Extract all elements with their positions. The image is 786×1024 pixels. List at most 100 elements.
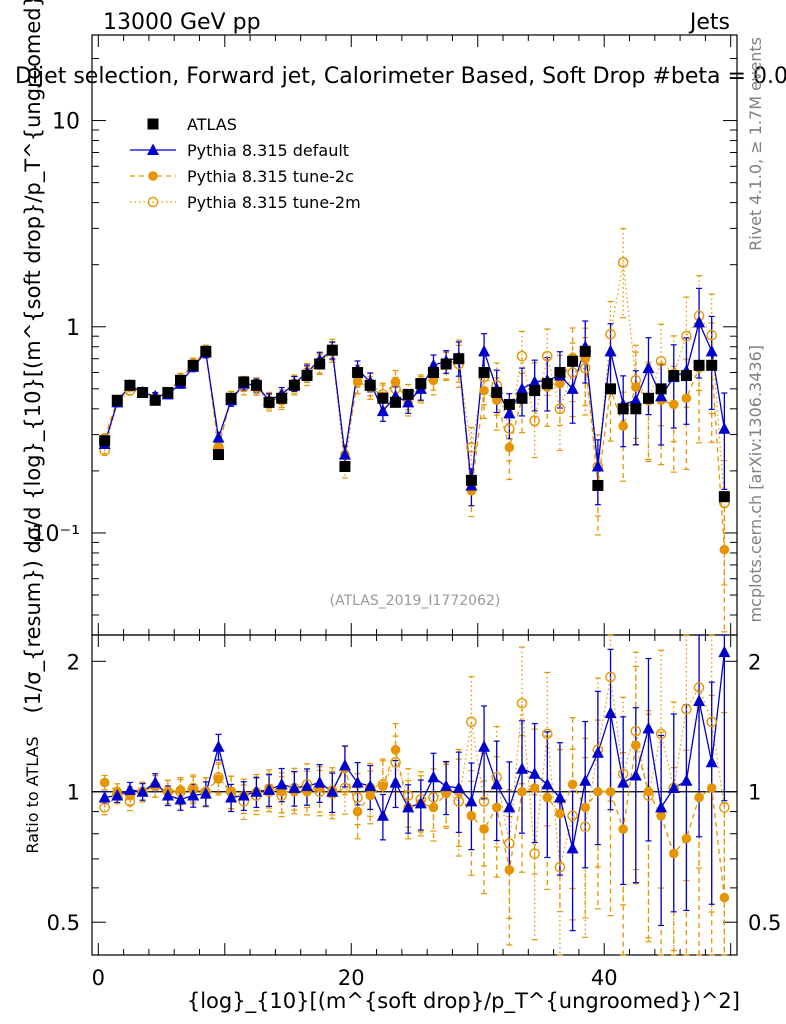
energy-label: 13000 GeV pp (103, 10, 261, 35)
pythia-8-315-tune-2c-ratio-point (605, 786, 616, 797)
pythia-8-315-tune-2m-ratio-line (104, 676, 725, 868)
y-tick-label: 10 (52, 110, 80, 135)
atlas-point (200, 345, 212, 357)
pythia-8-315-tune-2c-point (681, 393, 692, 404)
pythia-8-315-tune-2c-ratio-point (428, 802, 439, 813)
atlas-point (453, 353, 465, 365)
pythia-8-315-tune-2m-point (579, 362, 591, 374)
pythia-8-315-default-ratio-point (263, 783, 276, 795)
pythia-8-315-default-ratio-point (591, 746, 604, 758)
pythia-8-315-default-point (655, 389, 668, 402)
pythia-8-315-default-ratio-point (389, 776, 402, 788)
atlas-point (415, 378, 427, 390)
pythia-8-315-default-ratio-point (326, 785, 339, 797)
pythia-8-315-default-ratio-point (452, 781, 465, 794)
pythia-8-315-tune-2m-ratio-point (390, 756, 401, 768)
pythia-8-315-default-point (376, 404, 389, 417)
pythia-8-315-default-ratio-point (250, 785, 263, 797)
atlas-point (706, 359, 718, 371)
pythia-8-315-default-ratio-point (553, 790, 566, 803)
pythia-8-315-default-point (402, 395, 415, 408)
legend-label-atlas: ATLAS (187, 115, 237, 134)
pythia-8-315-tune-2c-ratio-point (542, 792, 553, 803)
y-tick-label: 1 (66, 316, 80, 341)
pythia-8-315-default-ratio-point (566, 841, 579, 854)
atlas-point (364, 379, 376, 391)
pythia-8-315-default-line (103, 320, 726, 486)
pythia-8-315-default-ratio-point (149, 776, 162, 788)
atlas-point (111, 394, 123, 406)
atlas-point (567, 355, 579, 367)
atlas-point (175, 374, 187, 386)
pythia-8-315-tune-2c-ratio-point (390, 744, 401, 755)
atlas-point (617, 403, 629, 415)
x-tick-label: 20 (338, 966, 365, 990)
pythia-8-315-default-ratio-point (301, 779, 313, 792)
atlas-point (630, 403, 642, 415)
ratio-tick-label-right: 0.5 (748, 911, 781, 935)
atlas-point (377, 392, 389, 404)
x-axis-title: {log}_{10}[(m^{soft drop}/p_T^{ungroomed… (187, 989, 740, 1014)
pythia-8-315-default-point (629, 393, 642, 406)
pythia-8-315-tune-2c-ratio-point (479, 824, 489, 834)
legend: ATLAS Pythia 8.315 default Pythia 8.315 tu… (130, 115, 361, 212)
pythia-8-315-default-point (503, 406, 516, 419)
pythia-8-315-default-ratio-line (104, 652, 726, 849)
pythia-8-315-tune-2c-point (631, 382, 641, 392)
pythia-8-315-tune-2m-point (516, 350, 528, 362)
pythia-8-315-tune-2c-point (555, 378, 565, 389)
pythia-8-315-tune-2m-point (466, 442, 477, 453)
pythia-8-315-tune-2m-ratio-point (466, 716, 477, 728)
pythia-8-315-default-ratio-point (123, 783, 136, 795)
pythia-8-315-default-ratio-point (288, 781, 301, 794)
pythia-8-315-default-ratio-point (275, 777, 288, 790)
atlas-point (288, 379, 300, 391)
atlas-point (326, 344, 338, 356)
pythia-8-315-default-ratio-point (629, 769, 642, 781)
pythia-8-315-default-ratio-point (465, 794, 478, 807)
pythia-8-315-default-ratio-point (617, 776, 630, 788)
pythia-8-315-tune-2c-ratio-point (365, 790, 376, 801)
ratio-tick-label-left: 1 (67, 781, 80, 805)
x-tick-label: 0 (92, 966, 105, 990)
atlas-point (212, 449, 224, 461)
pythia-8-315-tune-2m-ratio-point (655, 728, 667, 740)
pythia-8-315-tune-2m-ratio-point (402, 790, 414, 801)
pythia-8-315-default-ratio-point (111, 789, 124, 801)
pythia-8-315-tune-2m-ratio-point (339, 782, 351, 794)
pythia-8-315-tune-2c-ratio-point (656, 811, 666, 821)
pythia-8-315-tune-2c-ratio-point (593, 786, 603, 797)
ratio-tick-label-right: 1 (748, 781, 761, 805)
pythia-8-315-tune-2m-ratio-point (579, 821, 591, 833)
pythia-8-315-tune-2c-ratio-point (618, 824, 628, 834)
pythia-8-315-tune-2c-ratio-point (567, 779, 578, 790)
pythia-8-315-default-point (705, 344, 718, 357)
ratio-panel (91, 634, 738, 956)
pythia-8-315-default-ratio-point (98, 790, 111, 803)
pythia-8-315-tune-2c-ratio-point (631, 740, 641, 751)
pythia-8-315-default-point (718, 422, 731, 434)
pythia-8-315-default-ratio-point (402, 800, 415, 813)
pythia-8-315-tune-2m-point (554, 403, 566, 415)
pythia-8-315-tune-2c-point (479, 385, 489, 396)
pythia-8-315-default-ratio-point (174, 792, 187, 805)
atlas-point (339, 461, 351, 473)
pythia-8-315-tune-2c-point (390, 377, 401, 387)
pythia-8-315-default-ratio-point (313, 776, 326, 788)
pythia-8-315-tune-2m-ratio-point (693, 682, 705, 693)
atlas-point (427, 367, 439, 379)
pythia-8-315-tune-2m-ratio-point (428, 792, 439, 803)
atlas-point (390, 396, 402, 408)
atlas-point (238, 376, 250, 388)
pythia-8-315-tune-2m-point (605, 328, 616, 340)
pythia-8-315-default-point (642, 361, 655, 374)
atlas-point (137, 386, 149, 398)
atlas-point (440, 358, 452, 370)
pythia-8-315-default-ratio-point (693, 694, 706, 706)
pythia-8-315-tune-2m-point (541, 350, 553, 362)
pythia-8-315-tune-2c-ratio-point (668, 848, 679, 859)
pythia-8-315-default-ratio-point (376, 809, 389, 821)
legend-marker-pythia-8-315-tune-2c (148, 171, 158, 181)
atlas-point (718, 491, 730, 503)
